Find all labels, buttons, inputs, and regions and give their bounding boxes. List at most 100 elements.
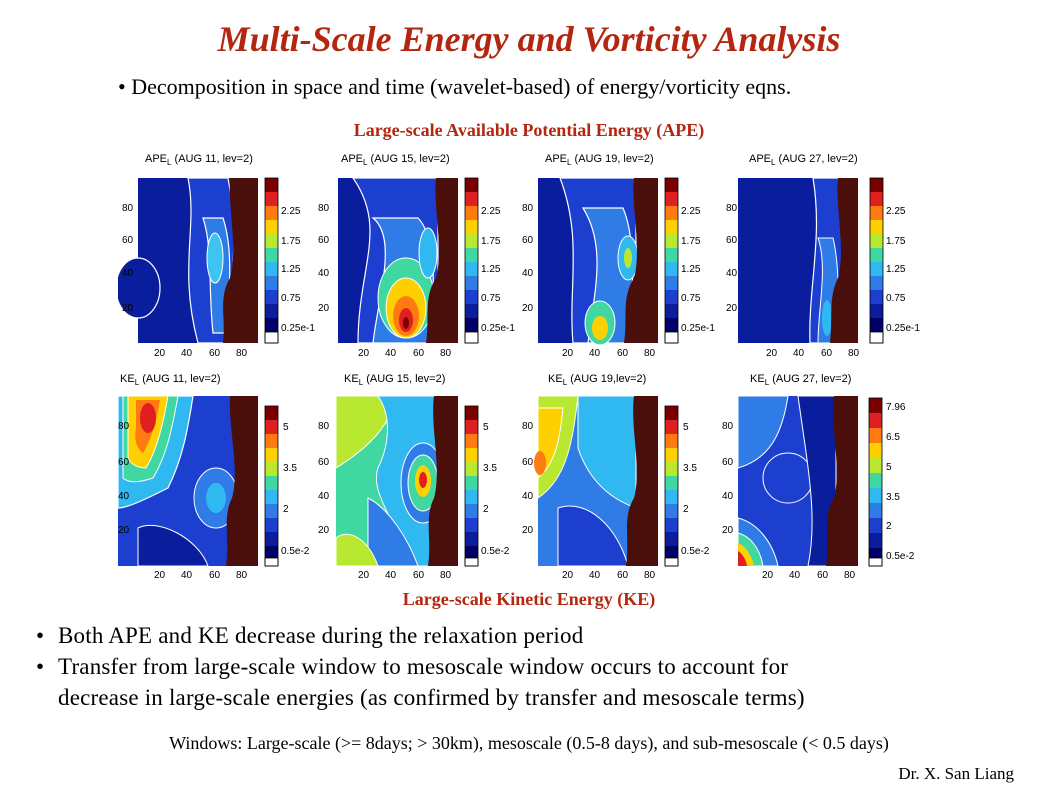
x-tick: 40 bbox=[793, 348, 805, 358]
colorbar-label: 3.5 bbox=[283, 463, 297, 474]
x-tick: 80 bbox=[236, 570, 248, 578]
x-tick: 40 bbox=[181, 570, 193, 578]
colorbar-label: 7.96 bbox=[886, 402, 906, 413]
bullet-dot: • bbox=[118, 74, 132, 99]
bullet-text: Both APE and KE decrease during the rela… bbox=[58, 623, 584, 648]
y-tick: 60 bbox=[122, 235, 134, 246]
colorbar-label: 0.25e-1 bbox=[281, 323, 315, 334]
y-tick: 80 bbox=[726, 203, 738, 214]
colorbar-label: 5 bbox=[483, 422, 489, 433]
x-tick: 20 bbox=[358, 570, 370, 578]
colorbar-label: 1.25 bbox=[681, 264, 701, 275]
ke-panel-aug11: KEL (AUG 11, lev=2) 80 60 40 20 20 40 60… bbox=[118, 368, 323, 578]
panel-title: KEL (AUG 15, lev=2) bbox=[344, 373, 445, 387]
y-tick: 20 bbox=[522, 525, 534, 536]
colorbar-label: 1.75 bbox=[886, 236, 906, 247]
x-tick: 40 bbox=[385, 348, 397, 358]
y-tick: 40 bbox=[522, 268, 534, 279]
colorbar-label: 2 bbox=[886, 521, 892, 532]
colorbar-label: 2.25 bbox=[481, 206, 501, 217]
y-tick: 20 bbox=[118, 525, 130, 536]
y-tick: 80 bbox=[122, 203, 134, 214]
x-tick: 20 bbox=[358, 348, 370, 358]
y-tick: 80 bbox=[522, 421, 534, 432]
x-tick: 20 bbox=[154, 570, 166, 578]
y-tick: 40 bbox=[722, 491, 734, 502]
panel-title: APEL (AUG 11, lev=2) bbox=[145, 153, 253, 167]
bullet-item: • Both APE and KE decrease during the rel… bbox=[36, 620, 805, 651]
x-tick: 60 bbox=[209, 348, 221, 358]
y-tick: 40 bbox=[318, 268, 330, 279]
y-tick: 60 bbox=[318, 457, 330, 468]
x-tick: 60 bbox=[413, 570, 425, 578]
bullet-list: • Both APE and KE decrease during the rel… bbox=[36, 620, 805, 713]
x-tick: 60 bbox=[413, 348, 425, 358]
y-tick: 60 bbox=[118, 457, 130, 468]
panel-title: APEL (AUG 15, lev=2) bbox=[341, 153, 450, 167]
x-tick: 40 bbox=[181, 348, 193, 358]
colorbar-label: 2.25 bbox=[886, 206, 906, 217]
ape-caption: Large-scale Available Potential Energy (… bbox=[353, 120, 705, 140]
colorbar-label: 0.25e-1 bbox=[886, 323, 920, 334]
colorbar bbox=[868, 397, 883, 567]
x-tick: 40 bbox=[385, 570, 397, 578]
x-tick: 40 bbox=[589, 570, 601, 578]
x-tick: 60 bbox=[817, 570, 829, 578]
bullet-text: decrease in large-scale energies (as con… bbox=[58, 685, 805, 710]
colorbar bbox=[264, 405, 279, 567]
colorbar-label: 0.5e-2 bbox=[681, 546, 710, 557]
bullet-item: • Transfer from large-scale window to mes… bbox=[36, 651, 805, 682]
y-tick: 20 bbox=[722, 525, 734, 536]
colorbar-label: 0.25e-1 bbox=[681, 323, 715, 334]
x-tick: 80 bbox=[644, 348, 656, 358]
y-tick: 60 bbox=[318, 235, 330, 246]
colorbar bbox=[664, 405, 679, 567]
colorbar-label: 3.5 bbox=[483, 463, 497, 474]
colorbar-label: 1.25 bbox=[481, 264, 501, 275]
x-tick: 60 bbox=[617, 348, 629, 358]
colorbar-label: 2 bbox=[483, 504, 489, 515]
colorbar-label: 1.75 bbox=[681, 236, 701, 247]
colorbar-label: 2.25 bbox=[281, 206, 301, 217]
y-tick: 60 bbox=[522, 235, 534, 246]
ape-panel-aug27: APEL (AUG 27, lev=2) 80 60 40 20 20 40 6… bbox=[718, 148, 923, 358]
y-tick: 20 bbox=[726, 303, 738, 314]
x-tick: 80 bbox=[440, 348, 452, 358]
x-tick: 60 bbox=[617, 570, 629, 578]
ke-caption: Large-scale Kinetic Energy (KE) bbox=[402, 589, 656, 609]
colorbar-label: 1.75 bbox=[481, 236, 501, 247]
y-tick: 80 bbox=[318, 203, 330, 214]
panel-title: APEL (AUG 19, lev=2) bbox=[545, 153, 654, 167]
colorbar-label: 2 bbox=[283, 504, 289, 515]
x-tick: 60 bbox=[821, 348, 833, 358]
slide-title: Multi-Scale Energy and Vorticity Analysi… bbox=[217, 19, 841, 59]
x-tick: 80 bbox=[848, 348, 860, 358]
colorbar-label: 0.75 bbox=[681, 293, 701, 304]
y-tick: 20 bbox=[318, 303, 330, 314]
colorbar-label: 0.75 bbox=[481, 293, 501, 304]
author-credit: Dr. X. San Liang bbox=[898, 764, 1014, 783]
colorbar-label: 1.25 bbox=[281, 264, 301, 275]
colorbar bbox=[464, 177, 479, 344]
x-tick: 80 bbox=[844, 570, 856, 578]
colorbar-label: 5 bbox=[283, 422, 289, 433]
panel-title: KEL (AUG 11, lev=2) bbox=[120, 373, 221, 387]
panel-title: KEL (AUG 19,lev=2) bbox=[548, 373, 646, 387]
bullet-dot: • bbox=[36, 654, 45, 679]
colorbar-label: 3.5 bbox=[683, 463, 697, 474]
windows-note: Windows: Large-scale (>= 8days; > 30km),… bbox=[169, 733, 889, 753]
y-tick: 40 bbox=[122, 268, 134, 279]
y-tick: 80 bbox=[118, 421, 130, 432]
colorbar-label: 5 bbox=[683, 422, 689, 433]
colorbar-label: 0.5e-2 bbox=[886, 551, 915, 562]
x-tick: 80 bbox=[440, 570, 452, 578]
ke-panel-aug19: KEL (AUG 19,lev=2) 80 60 40 20 20 40 60 … bbox=[518, 368, 723, 578]
y-tick: 80 bbox=[318, 421, 330, 432]
bullet-dot: • bbox=[36, 623, 45, 648]
x-tick: 20 bbox=[154, 348, 166, 358]
subtitle-bullet: • Decomposition in space and time (wavel… bbox=[118, 74, 791, 100]
colorbar bbox=[664, 177, 679, 344]
ape-panel-aug11: APEL (AUG 11, lev=2) 80 60 40 20 20 40 6… bbox=[118, 148, 323, 358]
y-tick: 40 bbox=[118, 491, 130, 502]
colorbar-label: 1.25 bbox=[886, 264, 906, 275]
